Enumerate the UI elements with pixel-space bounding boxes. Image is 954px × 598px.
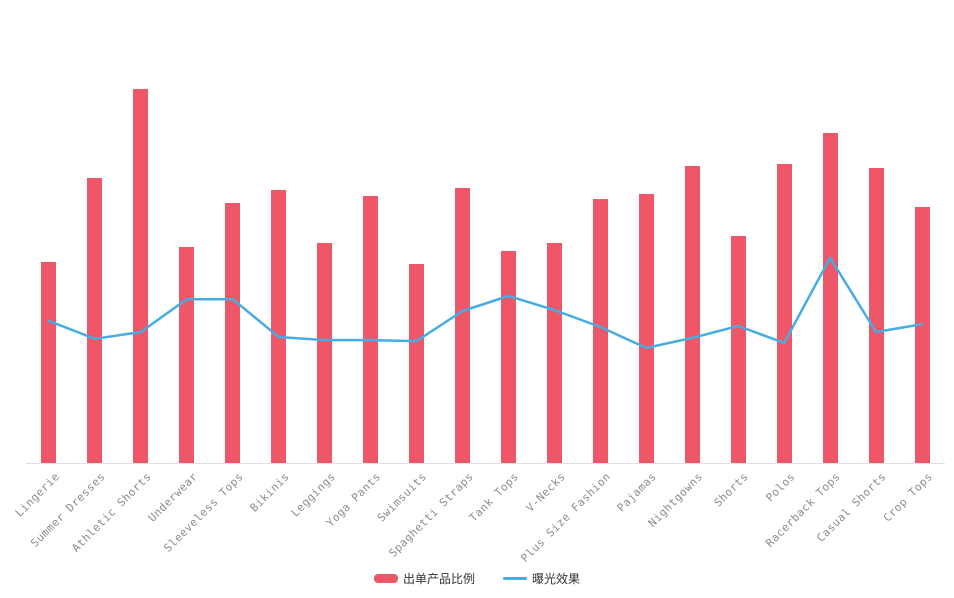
bar	[776, 164, 792, 463]
bar	[271, 190, 287, 463]
bar	[409, 264, 425, 463]
bar	[317, 243, 333, 463]
x-axis-line	[26, 463, 945, 464]
bar	[41, 262, 57, 463]
bar	[500, 251, 516, 463]
bar	[133, 89, 149, 463]
bar	[592, 199, 608, 463]
bar	[730, 236, 746, 463]
x-axis-label: Crop Tops	[880, 470, 936, 525]
x-axis-label: Shorts	[712, 470, 752, 510]
x-axis-label: Plus Size Fashion	[518, 470, 614, 565]
bar	[225, 203, 241, 463]
x-axis-label: Spaghetti Straps	[385, 470, 476, 560]
legend-label: 出单产品比例	[402, 572, 475, 586]
line-series-swatch-icon	[503, 577, 527, 580]
bar	[638, 194, 654, 463]
x-axis-label: Pajamas	[615, 470, 660, 515]
bar	[363, 196, 379, 463]
legend-item-order-ratio[interactable]: 出单产品比例	[373, 570, 475, 587]
bar	[546, 243, 562, 463]
bar	[868, 168, 884, 463]
legend-item-exposure[interactable]: 曝光效果	[503, 570, 580, 587]
x-axis-label: Polos	[762, 470, 798, 505]
bar	[87, 178, 103, 463]
bar	[914, 207, 930, 463]
x-axis-label: Bikinis	[247, 470, 292, 515]
x-axis-label: V-Necks	[523, 470, 568, 515]
legend: 出单产品比例 曝光效果	[0, 570, 954, 587]
exposure-line	[47, 256, 924, 350]
plot-area	[26, 8, 945, 464]
bar	[684, 166, 700, 463]
line-series	[47, 256, 924, 350]
bar	[455, 188, 471, 463]
bar-series-swatch-icon	[373, 574, 398, 583]
bar	[822, 133, 838, 463]
x-axis-label: Sleeveless Tops	[161, 470, 246, 555]
x-axis-label: Athletic Shorts	[69, 470, 155, 555]
legend-label: 曝光效果	[532, 572, 581, 586]
